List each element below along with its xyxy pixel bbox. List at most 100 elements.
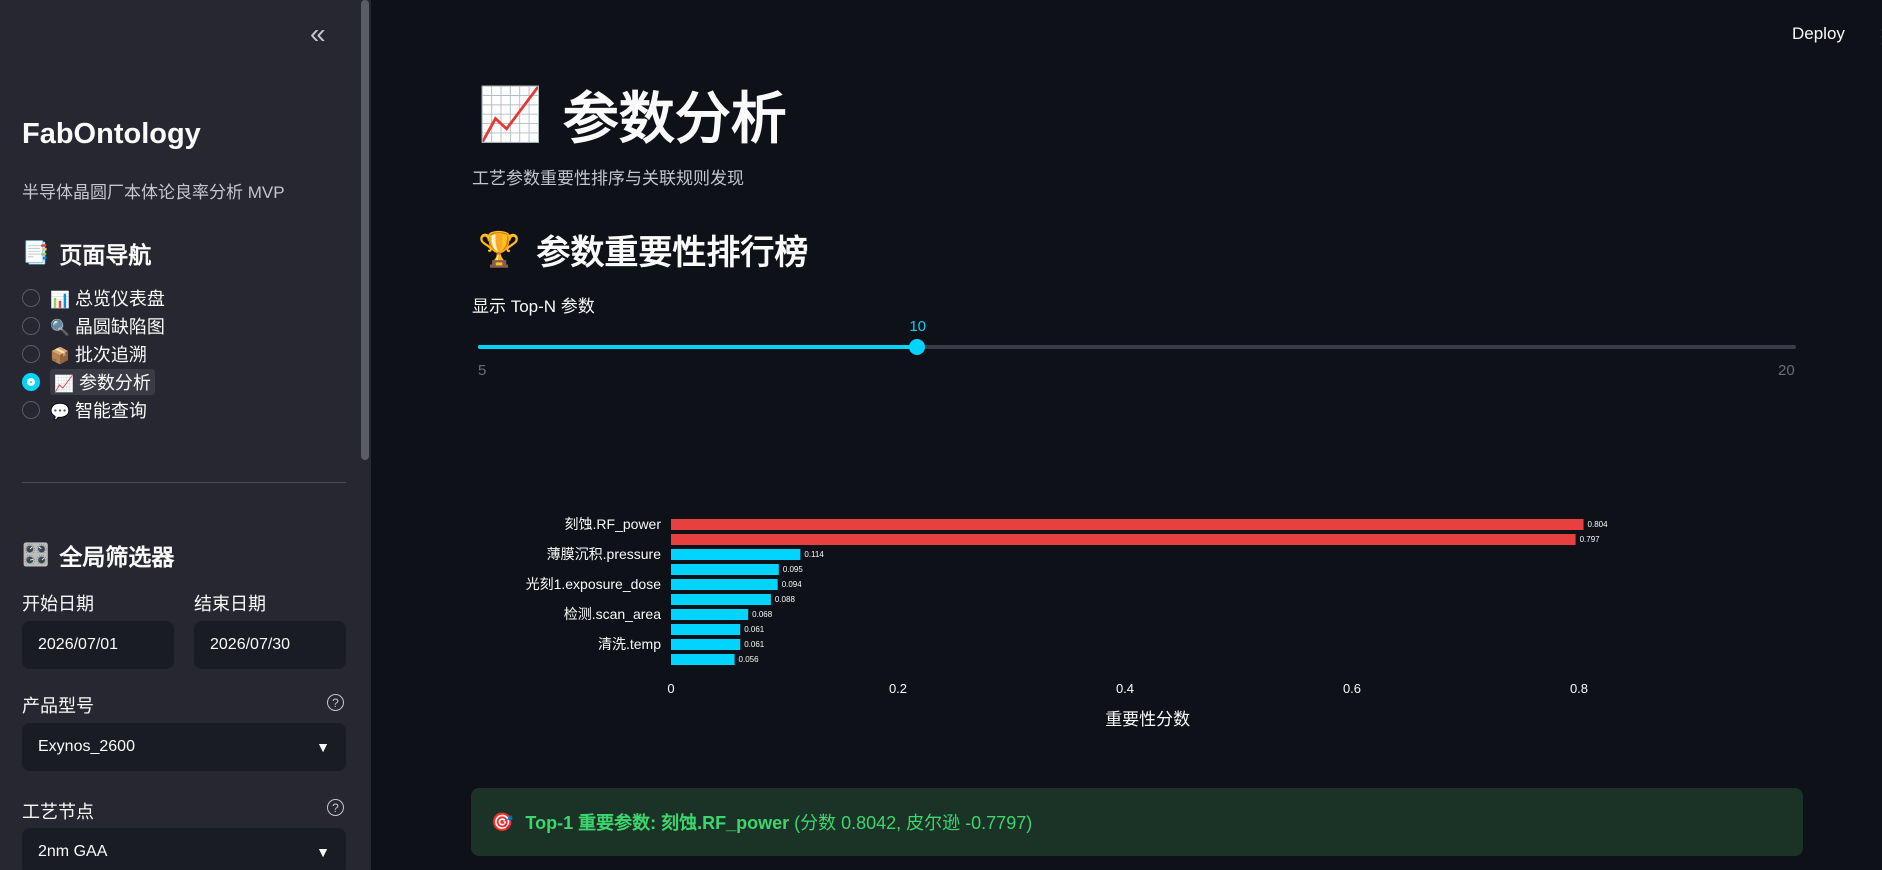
nav-item-smart-query[interactable]: 💬 智能查询 <box>22 396 165 424</box>
nav-item-lot-trace[interactable]: 📦 批次追溯 <box>22 340 165 368</box>
magnifier-icon: 🔍 <box>50 320 70 337</box>
slider-thumb[interactable] <box>909 339 926 355</box>
sidebar-divider <box>22 482 346 483</box>
filter-heading: 🎛️ 全局筛选器 <box>22 538 174 572</box>
nav-heading: 📑 页面导航 <box>22 236 151 270</box>
node-select-value: 2nm GAA <box>38 843 108 860</box>
slider-fill <box>478 345 918 349</box>
target-icon: 🎯 <box>491 811 514 832</box>
chart-bar <box>671 579 778 590</box>
bar-value-label: 0.094 <box>782 580 803 589</box>
chart-increasing-icon: 📈 <box>54 376 74 393</box>
page-description: 工艺参数重要性排序与关联规则发现 <box>472 169 744 188</box>
package-icon: 📦 <box>50 348 70 365</box>
radio-button[interactable] <box>22 345 40 363</box>
radio-button[interactable] <box>22 289 40 307</box>
chevron-down-icon: ▼ <box>316 844 330 860</box>
x-tick-label: 0.2 <box>889 681 907 696</box>
nav-item-content: 📊 总览仪表盘 <box>50 285 165 311</box>
nav-item-label: 参数分析 <box>78 373 151 393</box>
chart-bar <box>671 609 749 620</box>
chart-bar <box>671 564 779 575</box>
bar-value-label: 0.068 <box>752 610 773 619</box>
control-knobs-icon: 🎛️ <box>22 542 50 567</box>
chart-bar <box>671 534 1576 545</box>
chart-bar <box>671 624 741 635</box>
page-title-text: 参数分析 <box>562 87 787 150</box>
bookmark-tabs-icon: 📑 <box>22 240 50 265</box>
deploy-button[interactable]: Deploy <box>1792 24 1845 43</box>
nav-item-overview[interactable]: 📊 总览仪表盘 <box>22 284 165 312</box>
nav-item-label: 批次追溯 <box>74 345 147 365</box>
nav-radio-group: 📊 总览仪表盘 🔍 晶圆缺陷图 📦 批次追溯 📈 参数分析 <box>22 284 165 424</box>
help-icon[interactable]: ? <box>327 799 344 816</box>
brand-subtitle: 半导体晶圆厂本体论良率分析 MVP <box>22 183 285 202</box>
chart-bar <box>671 594 771 605</box>
nav-item-content: 📦 批次追溯 <box>50 341 147 367</box>
nav-item-label: 总览仪表盘 <box>74 289 165 309</box>
product-label: 产品型号 <box>22 696 94 716</box>
nav-item-wafer-map[interactable]: 🔍 晶圆缺陷图 <box>22 312 165 340</box>
bar-chart-icon: 📊 <box>50 292 70 309</box>
trophy-icon: 🏆 <box>478 230 521 269</box>
slider-track[interactable] <box>478 345 1796 349</box>
start-date-label: 开始日期 <box>22 594 94 614</box>
nav-heading-label: 页面导航 <box>59 242 152 268</box>
nav-item-label: 晶圆缺陷图 <box>74 317 165 337</box>
x-tick-label: 0.6 <box>1343 681 1361 696</box>
radio-button-selected[interactable] <box>22 373 40 391</box>
chevron-down-icon: ▼ <box>316 739 330 755</box>
callout-bold-text: Top-1 重要参数: 刻蚀.RF_power <box>525 813 790 833</box>
bar-value-label: 0.797 <box>1580 535 1601 544</box>
category-tick-label: 刻蚀.RF_power <box>565 516 662 532</box>
callout-detail-text: (分数 0.8042, 皮尔逊 -0.7797) <box>794 813 1033 833</box>
end-date-input[interactable]: 2026/07/30 <box>194 621 346 669</box>
collapse-sidebar-icon[interactable]: « <box>310 18 326 49</box>
chart-bar <box>671 639 741 650</box>
filter-heading-label: 全局筛选器 <box>59 544 175 570</box>
bar-value-label: 0.095 <box>783 565 804 574</box>
section-title-text: 参数重要性排行榜 <box>536 234 809 272</box>
bar-value-label: 0.088 <box>775 595 796 604</box>
chart-increasing-icon: 📈 <box>478 86 543 144</box>
x-tick-label: 0.8 <box>1570 681 1588 696</box>
chart-bar <box>671 654 735 665</box>
category-tick-label: 清洗.temp <box>598 636 661 652</box>
nav-item-content: 🔍 晶圆缺陷图 <box>50 313 165 339</box>
page-title: 📈 参数分析 <box>478 74 787 155</box>
slider-label: 显示 Top-N 参数 <box>472 297 595 316</box>
x-axis-label: 重要性分数 <box>1105 710 1190 729</box>
x-tick-label: 0 <box>667 681 674 696</box>
category-tick-label: 光刻1.exposure_dose <box>526 576 662 592</box>
bar-value-label: 0.114 <box>804 550 824 559</box>
sidebar: « FabOntology 半导体晶圆厂本体论良率分析 MVP 📑 页面导航 📊… <box>0 0 371 870</box>
slider-max: 20 <box>1778 362 1795 379</box>
brand-title: FabOntology <box>22 118 201 150</box>
sidebar-scrollbar[interactable] <box>361 0 369 460</box>
slider-min: 5 <box>478 362 487 379</box>
bar-value-label: 0.804 <box>1588 520 1609 529</box>
radio-button[interactable] <box>22 401 40 419</box>
help-icon[interactable]: ? <box>327 694 344 711</box>
bar-value-label: 0.061 <box>744 625 765 634</box>
section-title: 🏆 参数重要性排行榜 <box>478 225 808 274</box>
bar-value-label: 0.061 <box>744 640 765 649</box>
bar-value-label: 0.056 <box>739 655 760 664</box>
chart-bar <box>671 549 801 560</box>
slider-value: 10 <box>909 318 927 335</box>
nav-item-content: 📈 参数分析 <box>50 369 155 395</box>
start-date-input[interactable]: 2026/07/01 <box>22 621 174 669</box>
radio-button[interactable] <box>22 317 40 335</box>
node-select[interactable]: 2nm GAA ▼ <box>22 828 346 870</box>
nav-item-label: 智能查询 <box>74 401 147 421</box>
product-select[interactable]: Exynos_2600 ▼ <box>22 723 346 771</box>
category-tick-label: 薄膜沉积.pressure <box>547 546 662 562</box>
node-label: 工艺节点 <box>22 802 94 822</box>
product-select-value: Exynos_2600 <box>38 738 135 755</box>
importance-bar-chart: 0.804 刻蚀.RF_power 0.797 0.114 薄膜沉积.pressure 0… <box>526 516 1609 729</box>
end-date-label: 结束日期 <box>194 594 266 614</box>
top1-callout: 🎯 Top-1 重要参数: 刻蚀.RF_power (分数 0.8042, 皮尔… <box>471 788 1803 856</box>
nav-item-param-analysis[interactable]: 📈 参数分析 <box>22 368 165 396</box>
more-menu-icon[interactable]: ⋮ <box>1873 24 1882 49</box>
chart-bar <box>671 519 1584 530</box>
